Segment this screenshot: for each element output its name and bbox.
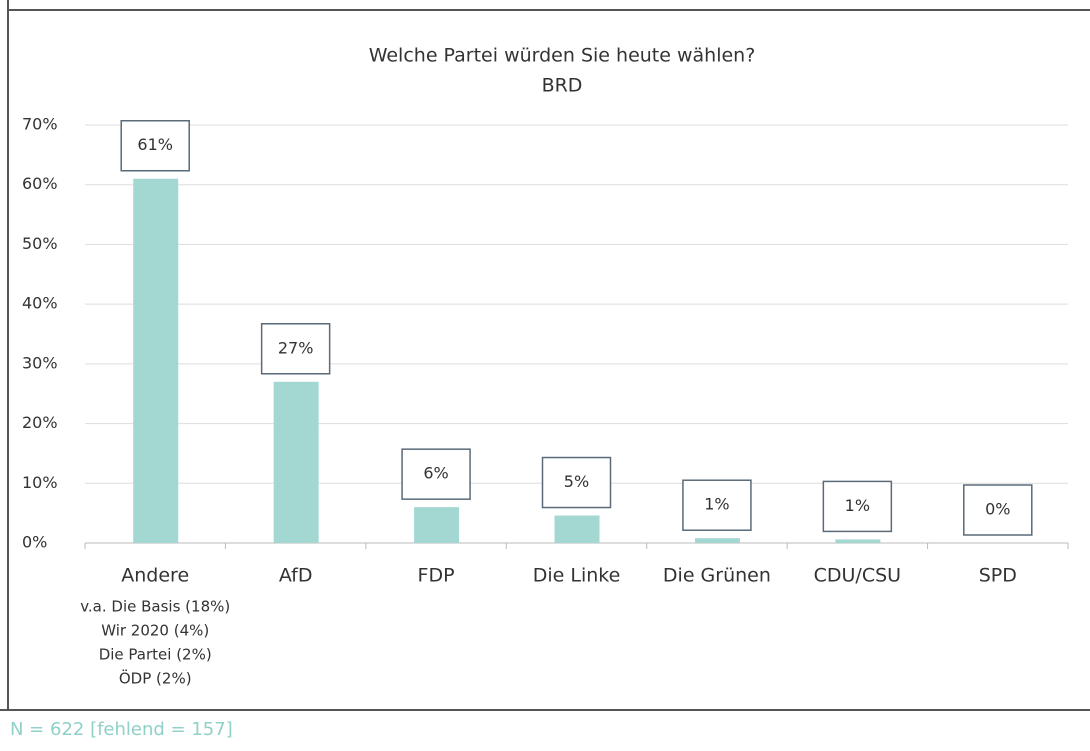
data-label: 6% bbox=[423, 464, 448, 483]
footnote: N = 622 [fehlend = 157] bbox=[10, 719, 233, 740]
y-tick-label: 0% bbox=[22, 533, 47, 552]
label-box bbox=[260, 323, 331, 375]
y-tick-label: 40% bbox=[22, 294, 58, 313]
x-tick-label: Die Grünen bbox=[663, 565, 771, 587]
chart-title: Welche Partei würden Sie heute wählen? bbox=[369, 45, 756, 67]
label-box bbox=[120, 119, 190, 172]
annotation: v.a. Die Basis (18%) bbox=[80, 598, 230, 616]
x-tick-label: CDU/CSU bbox=[814, 565, 901, 587]
bar bbox=[694, 538, 740, 543]
annotation: ÖDP (2%) bbox=[119, 669, 192, 688]
label-box bbox=[401, 448, 471, 500]
bar bbox=[273, 381, 319, 543]
x-tick-label: AfD bbox=[279, 565, 313, 587]
label-box bbox=[822, 480, 893, 533]
data-label: 1% bbox=[704, 495, 729, 514]
bar bbox=[414, 507, 460, 543]
x-tick-label: SPD bbox=[979, 565, 1017, 587]
annotation: Wir 2020 (4%) bbox=[101, 622, 209, 640]
data-label: 1% bbox=[845, 496, 870, 515]
y-tick-label: 20% bbox=[22, 413, 58, 432]
bar bbox=[835, 539, 881, 543]
label-box bbox=[682, 479, 752, 531]
annotation: Die Partei (2%) bbox=[99, 646, 212, 664]
bar bbox=[554, 515, 600, 543]
chart-subtitle: BRD bbox=[542, 75, 583, 97]
x-tick-label: Andere bbox=[121, 565, 189, 587]
x-tick-label: Die Linke bbox=[533, 565, 621, 587]
y-tick-label: 70% bbox=[22, 115, 58, 134]
label-box bbox=[541, 456, 612, 509]
frame bbox=[0, 0, 1090, 711]
label-box bbox=[963, 484, 1033, 536]
y-tick-label: 10% bbox=[22, 473, 58, 492]
data-label: 0% bbox=[985, 500, 1010, 519]
y-tick-label: 50% bbox=[22, 234, 58, 253]
y-tick-label: 30% bbox=[22, 353, 58, 372]
x-tick-label: FDP bbox=[418, 565, 455, 587]
data-label: 5% bbox=[564, 472, 589, 491]
y-tick-label: 60% bbox=[22, 174, 58, 193]
bar bbox=[133, 178, 179, 543]
data-label: 27% bbox=[278, 338, 314, 357]
data-label: 61% bbox=[137, 135, 173, 154]
